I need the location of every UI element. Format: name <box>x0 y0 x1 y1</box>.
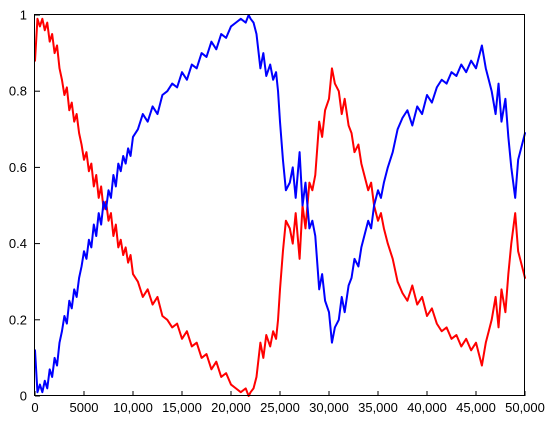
x-tick-label: 35,000 <box>358 400 398 415</box>
y-tick-label: 0.2 <box>9 312 27 327</box>
y-tick-label: 0 <box>20 389 27 404</box>
y-tick-label: 1 <box>20 8 27 23</box>
x-axis: 0 5000 10,000 15,000 20,000 25,000 30,000 35,00… <box>31 391 545 415</box>
x-tick-label: 0 <box>31 400 38 415</box>
series-layer <box>34 14 526 397</box>
x-tick-label: 40,000 <box>407 400 447 415</box>
y-tick-label: 0.8 <box>9 84 27 99</box>
x-tick-label: 10,000 <box>113 400 153 415</box>
x-tick-label: 15,000 <box>162 400 202 415</box>
y-axis: 0 0.2 0.4 0.6 0.8 1 <box>9 8 40 404</box>
x-tick-label: 50,000 <box>505 400 545 415</box>
x-tick-label: 45,000 <box>456 400 496 415</box>
x-tick-label: 5000 <box>70 400 99 415</box>
series-line-1 <box>34 17 526 397</box>
x-tick-label: 20,000 <box>211 400 251 415</box>
series-line-2 <box>34 14 526 394</box>
x-tick-label: 25,000 <box>260 400 300 415</box>
x-tick-label: 30,000 <box>309 400 349 415</box>
y-tick-label: 0.4 <box>9 236 27 251</box>
y-tick-label: 0.6 <box>9 160 27 175</box>
